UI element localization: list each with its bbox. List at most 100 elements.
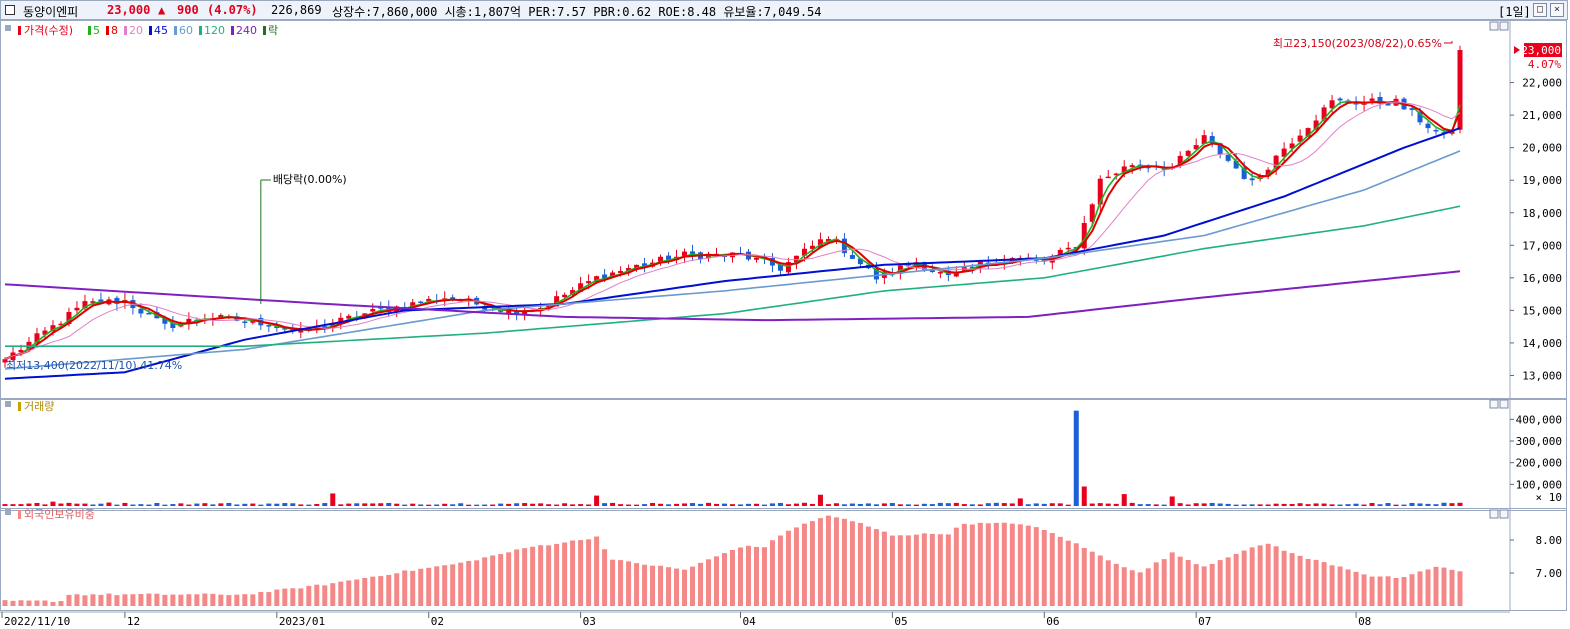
legend-item: 45 [154, 24, 168, 37]
foreign-bar [26, 600, 32, 606]
candle [825, 239, 831, 242]
volume-bar [82, 503, 88, 506]
foreign-bar [1145, 568, 1151, 606]
foreign-bar [1209, 563, 1215, 606]
foreign-bar [634, 563, 640, 606]
foreign-bar [346, 580, 352, 606]
volume-bar [666, 504, 672, 506]
foreign-bar [873, 529, 879, 606]
volume-bar [1329, 504, 1335, 506]
volume-bar [1017, 498, 1023, 506]
volume-bar [618, 504, 624, 506]
foreign-bar [362, 578, 368, 606]
close-button[interactable]: × [1550, 3, 1564, 17]
period-label[interactable]: [1일] [1498, 5, 1531, 19]
candle [841, 238, 847, 254]
volume-bar [706, 502, 712, 506]
select-checkbox[interactable] [5, 5, 15, 15]
foreign-bar [642, 564, 648, 606]
foreign-bar [1257, 545, 1263, 606]
volume-bar [58, 503, 64, 506]
stock-chart[interactable]: 13,000 14,000 15,000 16,000 17,000 18,000 19,0… [0, 20, 1570, 629]
foreign-bar [1105, 560, 1111, 606]
legend-swatch [18, 510, 21, 519]
foreign-bar [506, 552, 512, 606]
candle [1273, 155, 1279, 169]
legend-item: 가격(수정) [24, 24, 73, 37]
volume-bar [1289, 504, 1295, 506]
candle [1177, 155, 1183, 165]
foreign-bar [602, 549, 608, 606]
volume-bar [386, 502, 392, 506]
legend-item: 락 [268, 24, 278, 37]
candle [610, 272, 616, 278]
foreign-bar [154, 593, 160, 606]
foreign-bar [1241, 550, 1247, 606]
legend-swatch [18, 26, 21, 35]
foreign-bar [66, 594, 72, 606]
volume-tick-label: 100,000 [1516, 478, 1562, 491]
candle [969, 266, 975, 269]
volume-bar [865, 503, 871, 506]
candle [634, 264, 640, 268]
candle [242, 321, 248, 324]
volume-bar [394, 503, 400, 506]
volume-bar [578, 504, 584, 506]
stock-name[interactable]: 동양이엔피 [23, 5, 79, 19]
foreign-bar [314, 584, 320, 606]
candle [586, 281, 592, 284]
volume-bar [154, 502, 160, 506]
candle [1201, 135, 1207, 144]
current-price-label: 23,000 [1521, 44, 1561, 57]
foreign-bar [1097, 555, 1103, 606]
volume-bar [1185, 504, 1191, 506]
x-tick-label: 08 [1358, 615, 1371, 628]
candle [1065, 247, 1071, 250]
foreign-bar [682, 569, 688, 606]
legend-item: 120 [204, 24, 225, 37]
volume-bar [458, 503, 464, 506]
foreign-bar [961, 523, 967, 606]
foreign-bar [170, 594, 176, 606]
foreign-bar [34, 600, 40, 606]
foreign-bar [937, 534, 943, 606]
volume-bar [1305, 504, 1311, 506]
foreign-bar [690, 566, 696, 606]
foreign-bar [793, 527, 799, 606]
volume-bar [1177, 503, 1183, 506]
volume-bar [969, 504, 975, 506]
maximize-button[interactable]: □ [1533, 3, 1547, 17]
panel-frame [0, 508, 1567, 611]
volume-bar [178, 503, 184, 506]
candle [82, 301, 88, 309]
candle [1185, 150, 1191, 156]
legend-swatch [124, 26, 127, 35]
panel-close-button [1499, 399, 1509, 409]
volume-bar [354, 503, 360, 506]
foreign-bar [594, 536, 600, 606]
foreign-bar [290, 588, 296, 606]
volume-bar [570, 504, 576, 506]
candle [570, 290, 576, 296]
volume-bar [698, 503, 704, 506]
ma-line-60 [4, 150, 1461, 370]
volume-bar [1249, 504, 1255, 506]
volume-bar [1377, 504, 1383, 506]
candle [1145, 166, 1151, 169]
volume-bar [714, 503, 720, 506]
candle [562, 294, 568, 298]
volume-bar [777, 502, 783, 506]
candle [1457, 50, 1463, 130]
foreign-bar [1081, 548, 1087, 606]
foreign-bar [1225, 557, 1231, 606]
volume-bar [602, 503, 608, 506]
volume-bar [1369, 502, 1375, 506]
volume-bar [314, 504, 320, 506]
foreign-bar [1129, 570, 1135, 606]
foreign-bar [394, 573, 400, 606]
candle [1433, 129, 1439, 132]
current-price: 23,000 [107, 3, 151, 17]
volume-bar [122, 502, 128, 506]
volume-bar [2, 504, 8, 506]
volume-bar [1193, 503, 1199, 506]
